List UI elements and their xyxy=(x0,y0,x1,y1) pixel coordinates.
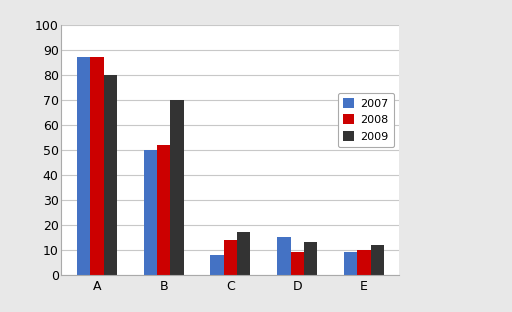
Bar xyxy=(277,237,290,275)
Bar xyxy=(357,250,371,275)
Bar xyxy=(90,57,103,275)
Bar xyxy=(344,252,357,275)
Bar xyxy=(170,100,184,275)
Bar xyxy=(210,255,224,275)
Bar xyxy=(77,57,90,275)
Legend: 2007, 2008, 2009: 2007, 2008, 2009 xyxy=(338,93,394,147)
Bar xyxy=(237,232,250,275)
Bar xyxy=(143,150,157,275)
Bar xyxy=(224,240,237,275)
Bar xyxy=(157,145,170,275)
Bar xyxy=(371,245,384,275)
Bar xyxy=(290,252,304,275)
Bar xyxy=(304,242,317,275)
Bar xyxy=(103,75,117,275)
